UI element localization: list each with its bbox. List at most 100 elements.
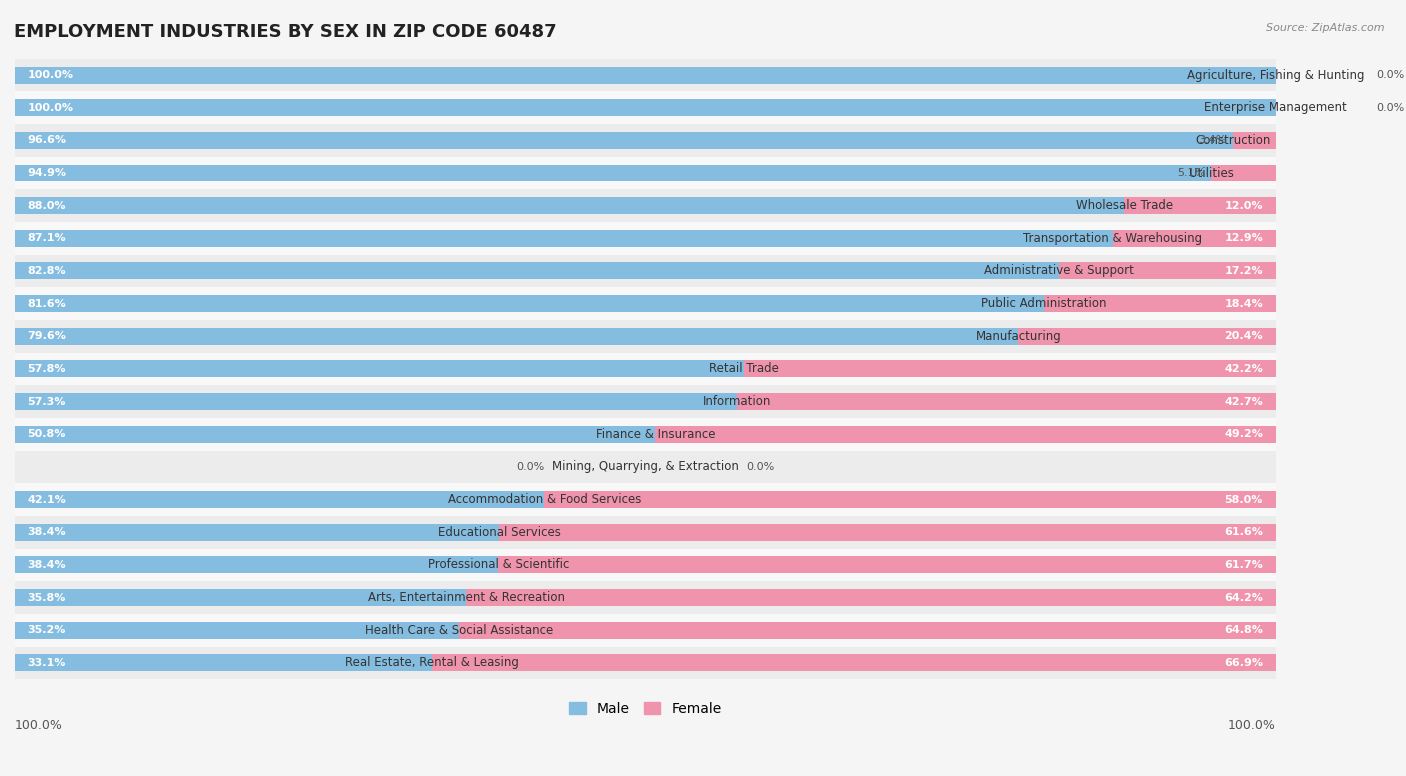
- Text: 87.1%: 87.1%: [28, 234, 66, 244]
- Bar: [498, 556, 1275, 573]
- Text: 58.0%: 58.0%: [1225, 494, 1263, 504]
- Text: Mining, Quarrying, & Extraction: Mining, Quarrying, & Extraction: [551, 460, 738, 473]
- Text: 57.3%: 57.3%: [28, 397, 66, 407]
- Text: 33.1%: 33.1%: [28, 658, 66, 668]
- Text: 0.0%: 0.0%: [516, 462, 544, 472]
- Bar: [15, 165, 1212, 182]
- Bar: [15, 491, 546, 508]
- Bar: [15, 320, 1275, 352]
- Text: 64.8%: 64.8%: [1225, 625, 1263, 636]
- Bar: [1212, 165, 1275, 182]
- Bar: [1059, 262, 1275, 279]
- Text: 42.2%: 42.2%: [1225, 364, 1263, 374]
- Text: Arts, Entertainment & Recreation: Arts, Entertainment & Recreation: [368, 591, 565, 604]
- Bar: [15, 556, 499, 573]
- Text: Construction: Construction: [1195, 133, 1271, 147]
- Text: 12.9%: 12.9%: [1225, 234, 1263, 244]
- Text: 38.4%: 38.4%: [28, 527, 66, 537]
- Text: 35.8%: 35.8%: [28, 593, 66, 602]
- Text: 0.0%: 0.0%: [1376, 70, 1405, 80]
- Text: 82.8%: 82.8%: [28, 266, 66, 276]
- Bar: [15, 230, 1114, 247]
- Bar: [15, 352, 1275, 385]
- Bar: [15, 524, 499, 541]
- Text: Manufacturing: Manufacturing: [976, 330, 1062, 343]
- Text: 0.0%: 0.0%: [1376, 102, 1405, 113]
- Bar: [15, 426, 655, 443]
- Bar: [15, 418, 1275, 451]
- Bar: [15, 622, 458, 639]
- Bar: [432, 654, 1275, 671]
- Text: 94.9%: 94.9%: [28, 168, 66, 178]
- Text: Utilities: Utilities: [1189, 167, 1233, 179]
- Bar: [1233, 132, 1275, 149]
- Text: 61.7%: 61.7%: [1225, 560, 1263, 570]
- Text: Educational Services: Educational Services: [437, 525, 561, 539]
- Text: 88.0%: 88.0%: [28, 201, 66, 210]
- Bar: [15, 222, 1275, 255]
- Text: Wholesale Trade: Wholesale Trade: [1076, 199, 1173, 212]
- Text: 3.4%: 3.4%: [1198, 135, 1226, 145]
- Bar: [15, 189, 1275, 222]
- Bar: [15, 132, 1233, 149]
- Text: 17.2%: 17.2%: [1225, 266, 1263, 276]
- Text: 12.0%: 12.0%: [1225, 201, 1263, 210]
- Bar: [15, 327, 1018, 345]
- Bar: [15, 549, 1275, 581]
- Text: 49.2%: 49.2%: [1225, 429, 1263, 439]
- Bar: [15, 385, 1275, 418]
- Text: 66.9%: 66.9%: [1225, 658, 1263, 668]
- Text: Agriculture, Fishing & Hunting: Agriculture, Fishing & Hunting: [1187, 68, 1364, 81]
- Bar: [15, 295, 1043, 312]
- Bar: [737, 393, 1275, 410]
- Text: Real Estate, Rental & Leasing: Real Estate, Rental & Leasing: [346, 656, 519, 670]
- Bar: [15, 59, 1275, 92]
- Text: 100.0%: 100.0%: [28, 102, 73, 113]
- Bar: [15, 654, 432, 671]
- Text: 20.4%: 20.4%: [1225, 331, 1263, 341]
- Text: 18.4%: 18.4%: [1225, 299, 1263, 309]
- Text: Finance & Insurance: Finance & Insurance: [596, 428, 716, 441]
- Text: 57.8%: 57.8%: [28, 364, 66, 374]
- Bar: [544, 491, 1275, 508]
- Bar: [15, 581, 1275, 614]
- Bar: [15, 361, 744, 377]
- Bar: [15, 393, 737, 410]
- Text: 79.6%: 79.6%: [28, 331, 66, 341]
- Bar: [15, 197, 1125, 214]
- Text: Health Care & Social Assistance: Health Care & Social Assistance: [364, 624, 553, 637]
- Text: 0.0%: 0.0%: [747, 462, 775, 472]
- Text: 64.2%: 64.2%: [1225, 593, 1263, 602]
- Bar: [15, 99, 1275, 116]
- Bar: [744, 361, 1275, 377]
- Text: 100.0%: 100.0%: [15, 719, 63, 732]
- Text: Administrative & Support: Administrative & Support: [984, 265, 1133, 278]
- Text: 42.7%: 42.7%: [1225, 397, 1263, 407]
- Text: Source: ZipAtlas.com: Source: ZipAtlas.com: [1267, 23, 1385, 33]
- Text: Transportation & Warehousing: Transportation & Warehousing: [1024, 232, 1202, 244]
- Bar: [15, 451, 1275, 483]
- Bar: [458, 622, 1275, 639]
- Text: Accommodation & Food Services: Accommodation & Food Services: [449, 493, 641, 506]
- Text: Information: Information: [703, 395, 772, 408]
- Bar: [15, 255, 1275, 287]
- Bar: [15, 589, 467, 606]
- Bar: [15, 646, 1275, 679]
- Text: Public Administration: Public Administration: [981, 297, 1107, 310]
- Text: 61.6%: 61.6%: [1225, 527, 1263, 537]
- Bar: [1018, 327, 1275, 345]
- Text: Retail Trade: Retail Trade: [709, 362, 779, 376]
- Text: EMPLOYMENT INDUSTRIES BY SEX IN ZIP CODE 60487: EMPLOYMENT INDUSTRIES BY SEX IN ZIP CODE…: [14, 23, 557, 41]
- Text: Enterprise Management: Enterprise Management: [1204, 101, 1347, 114]
- Text: 35.2%: 35.2%: [28, 625, 66, 636]
- Bar: [15, 67, 1275, 84]
- Bar: [655, 426, 1275, 443]
- Text: 38.4%: 38.4%: [28, 560, 66, 570]
- Text: 100.0%: 100.0%: [1227, 719, 1275, 732]
- Text: 50.8%: 50.8%: [28, 429, 66, 439]
- Bar: [15, 262, 1059, 279]
- Bar: [1125, 197, 1275, 214]
- Bar: [15, 157, 1275, 189]
- Bar: [15, 124, 1275, 157]
- Bar: [15, 483, 1275, 516]
